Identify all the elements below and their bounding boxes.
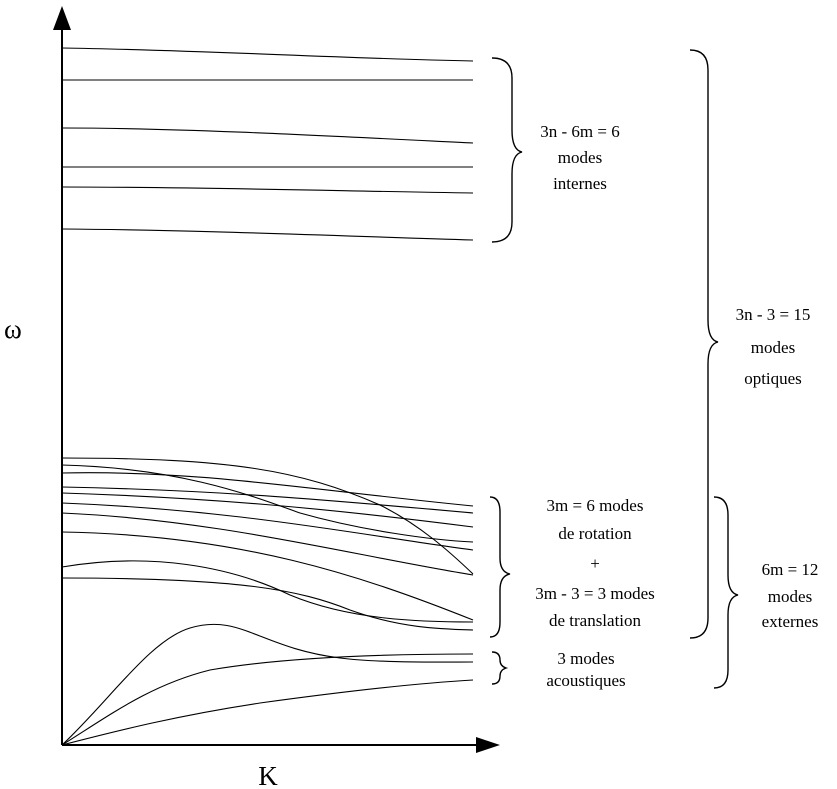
internes-line-3: internes	[553, 174, 607, 193]
internes-line-1: 3n - 6m = 6	[540, 122, 619, 141]
external-branch-5	[61, 492, 474, 528]
externes-line-2: modes	[768, 587, 812, 606]
externes-line-3: externes	[762, 612, 819, 631]
external-branch-4	[61, 486, 474, 514]
x-axis-arrowhead	[476, 737, 500, 753]
internes-line-2: modes	[558, 148, 602, 167]
external-branch-2	[61, 464, 474, 543]
internal-mode-curves	[61, 47, 474, 241]
externes-line-1: 6m = 12	[762, 560, 819, 579]
rotation-line-2: de rotation	[558, 524, 632, 543]
label-acoustiques: 3 modes acoustiques	[546, 649, 625, 690]
external-branch-9	[61, 560, 474, 623]
external-branch-8	[61, 531, 474, 621]
external-branch-7	[61, 512, 474, 576]
acoustic-branch-2	[61, 653, 474, 746]
y-axis-arrowhead	[53, 6, 71, 30]
internal-branch-3	[61, 127, 474, 144]
internal-branch-5	[61, 186, 474, 194]
external-branch-3	[61, 472, 474, 507]
external-mode-curves	[61, 457, 474, 631]
brace-internes	[491, 57, 523, 243]
acoustiques-line-2: acoustiques	[546, 671, 625, 690]
rotation-plus: +	[590, 554, 600, 573]
internal-branch-1	[61, 47, 474, 62]
brace-optiques	[689, 49, 719, 639]
acoustic-mode-curves	[61, 623, 474, 746]
braces	[489, 49, 739, 689]
external-branch-1	[61, 457, 474, 575]
x-axis-label: K	[258, 761, 278, 789]
brace-externes	[713, 496, 739, 689]
label-internes: 3n - 6m = 6 modes internes	[540, 122, 619, 193]
translation-line-1: 3m - 3 = 3 modes	[535, 584, 655, 603]
axes: ω K	[4, 6, 500, 789]
brace-acoustiques	[491, 651, 509, 685]
acoustiques-line-1: 3 modes	[557, 649, 614, 668]
optiques-line-1: 3n - 3 = 15	[736, 305, 811, 324]
brace-rotation-translation	[489, 496, 511, 638]
translation-line-2: de translation	[549, 611, 642, 630]
label-optiques: 3n - 3 = 15 modes optiques	[736, 305, 811, 388]
y-axis-label: ω	[4, 314, 22, 344]
external-branch-6	[61, 502, 474, 551]
acoustic-branch-1	[61, 623, 474, 746]
optiques-line-2: modes	[751, 338, 795, 357]
acoustic-branch-3	[61, 679, 474, 746]
optiques-line-3: optiques	[744, 369, 802, 388]
label-rotation-translation: 3m = 6 modes de rotation + 3m - 3 = 3 mo…	[535, 496, 655, 630]
internal-branch-6	[61, 228, 474, 241]
label-externes: 6m = 12 modes externes	[762, 560, 819, 631]
external-branch-10	[61, 577, 474, 631]
rotation-line-1: 3m = 6 modes	[547, 496, 644, 515]
